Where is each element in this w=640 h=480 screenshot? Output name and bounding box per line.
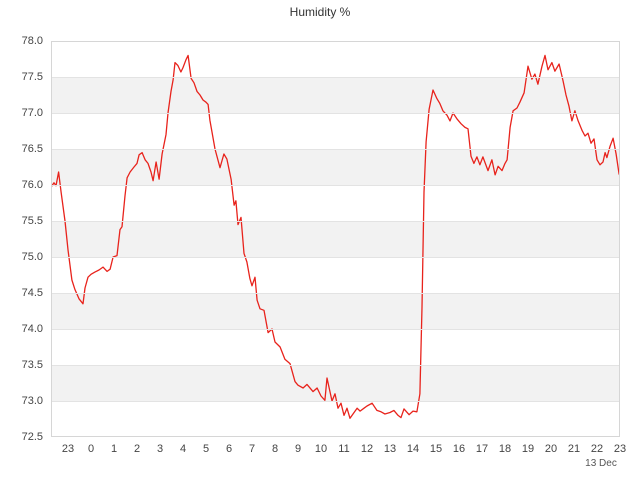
plot-area xyxy=(51,41,620,437)
y-gridline xyxy=(51,149,620,150)
y-axis-tick-label: 76.0 xyxy=(21,179,43,191)
y-axis-tick-label: 75.5 xyxy=(21,215,43,227)
y-gridline xyxy=(51,77,620,78)
y-axis-tick-label: 74.0 xyxy=(21,323,43,335)
y-gridline xyxy=(51,401,620,402)
y-gridline xyxy=(51,293,620,294)
y-axis-tick-label: 73.5 xyxy=(21,359,43,371)
y-axis-tick-label: 77.5 xyxy=(21,71,43,83)
x-axis-tick-label: 4 xyxy=(179,443,187,455)
x-axis-tick-label: 2 xyxy=(133,443,141,455)
y-gridline xyxy=(51,257,620,258)
x-axis-tick-label: 11 xyxy=(338,443,350,455)
y-axis-tick-label: 75.0 xyxy=(21,251,43,263)
x-axis-tick-label: 3 xyxy=(156,443,164,455)
x-axis-tick-label: 7 xyxy=(248,443,256,455)
line-chart-svg xyxy=(51,54,620,419)
x-axis-tick-label: 23 xyxy=(613,443,627,455)
y-axis-tick-label: 73.0 xyxy=(21,395,43,407)
x-axis-tick-label: 17 xyxy=(475,443,489,455)
x-axis-tick-label: 23 xyxy=(61,443,75,455)
y-axis-tick-label: 74.5 xyxy=(21,287,43,299)
x-axis-tick-label: 9 xyxy=(294,443,302,455)
y-gridline xyxy=(51,185,620,186)
x-axis-tick-label: 5 xyxy=(202,443,210,455)
x-axis-tick-label: 18 xyxy=(498,443,512,455)
y-axis-tick-label: 76.5 xyxy=(21,143,43,155)
y-gridline xyxy=(51,221,620,222)
x-axis-tick-label: 13 xyxy=(383,443,397,455)
x-axis-tick-label: 6 xyxy=(225,443,233,455)
x-axis-date-label: 13 Dec xyxy=(585,458,617,469)
chart-title: Humidity % xyxy=(289,5,351,19)
x-axis-tick-label: 10 xyxy=(314,443,328,455)
x-axis-tick-label: 22 xyxy=(590,443,604,455)
humidity-series-line xyxy=(51,54,620,419)
y-axis-tick-label: 78.0 xyxy=(21,35,43,47)
x-axis-tick-label: 19 xyxy=(521,443,535,455)
y-gridline xyxy=(51,365,620,366)
x-axis-tick-label: 21 xyxy=(567,443,581,455)
x-axis-tick-label: 8 xyxy=(271,443,279,455)
x-axis-tick-label: 16 xyxy=(452,443,466,455)
x-axis-tick-label: 14 xyxy=(406,443,420,455)
x-axis-tick-label: 12 xyxy=(360,443,374,455)
x-axis-tick-label: 15 xyxy=(429,443,443,455)
x-axis-tick-label: 1 xyxy=(110,443,118,455)
y-gridline xyxy=(51,329,620,330)
y-axis-tick-label: 72.5 xyxy=(21,431,43,443)
y-axis-tick-label: 77.0 xyxy=(21,107,43,119)
x-axis-tick-label: 20 xyxy=(544,443,558,455)
y-gridline xyxy=(51,113,620,114)
x-axis-tick-label: 0 xyxy=(87,443,95,455)
